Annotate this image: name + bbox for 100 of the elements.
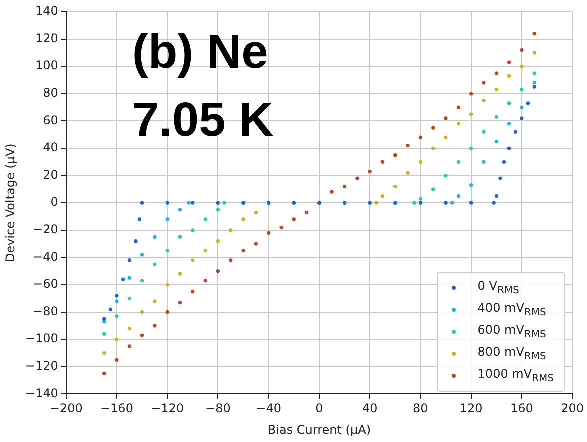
point — [444, 116, 448, 120]
point — [482, 81, 486, 85]
point — [242, 249, 246, 253]
point — [456, 194, 460, 198]
point — [178, 300, 182, 305]
point — [412, 201, 416, 205]
x-tick-label: 0 — [316, 402, 324, 416]
point — [507, 102, 512, 106]
y-tick-label: 60 — [43, 113, 58, 128]
x-tick-label: 40 — [362, 402, 378, 416]
point — [128, 276, 132, 280]
x-axis-title: Bias Current (μA) — [268, 422, 371, 437]
point — [507, 146, 512, 150]
point — [456, 106, 460, 110]
point — [507, 60, 512, 64]
x-tick-label: −200 — [50, 402, 83, 416]
point — [356, 176, 360, 180]
point — [394, 184, 398, 189]
point — [444, 174, 448, 178]
point — [140, 253, 144, 257]
point — [470, 201, 474, 205]
point — [498, 176, 502, 180]
point — [432, 188, 436, 192]
point — [102, 351, 106, 356]
legend-label: 400 mV$_{RMS}$ — [478, 301, 546, 319]
point — [532, 32, 536, 36]
y-tick-label: 40 — [43, 140, 58, 155]
point — [216, 240, 220, 244]
point — [520, 48, 524, 52]
point — [514, 130, 518, 134]
point — [492, 201, 496, 205]
point — [254, 242, 258, 246]
point — [470, 112, 474, 116]
point — [216, 208, 220, 212]
point — [128, 258, 132, 262]
point — [532, 51, 536, 55]
legend-label: 800 mV$_{RMS}$ — [478, 345, 546, 363]
point — [470, 146, 474, 150]
y-tick-label: −20 — [33, 222, 58, 237]
point — [418, 197, 422, 201]
point — [494, 72, 498, 76]
point — [482, 160, 486, 164]
y-tick-label: −140 — [25, 386, 58, 400]
annotation: (b) Ne — [132, 26, 268, 79]
y-tick-label: 0 — [50, 195, 58, 210]
point — [128, 344, 132, 348]
x-tick-label: −40 — [256, 402, 282, 416]
point — [456, 160, 460, 164]
x-tick-label: 160 — [510, 402, 534, 416]
point — [166, 310, 170, 314]
legend-label: 600 mV$_{RMS}$ — [478, 323, 546, 341]
point — [305, 210, 309, 214]
point — [153, 262, 157, 266]
point — [178, 235, 182, 240]
point — [204, 249, 208, 253]
point — [418, 136, 422, 140]
point — [115, 300, 119, 304]
point — [432, 146, 436, 150]
y-tick-label: 140 — [35, 4, 58, 18]
point — [456, 122, 460, 126]
point — [330, 190, 334, 194]
point — [520, 106, 524, 110]
point — [494, 140, 498, 144]
y-tick-label: 20 — [43, 168, 58, 182]
point — [191, 201, 195, 205]
point — [418, 160, 422, 164]
x-tick-label: 120 — [460, 402, 483, 416]
point — [532, 85, 536, 89]
point — [102, 372, 106, 376]
point — [115, 294, 119, 298]
point — [520, 64, 524, 68]
legend-label: 0 V$_{RMS}$ — [478, 279, 520, 297]
y-tick-label: −80 — [33, 304, 58, 318]
point — [406, 144, 410, 148]
point — [115, 314, 119, 318]
point — [153, 324, 157, 328]
point — [115, 358, 119, 362]
point — [502, 160, 506, 164]
point — [166, 249, 170, 253]
point — [187, 201, 191, 205]
point — [134, 240, 138, 244]
annotation: 7.05 K — [132, 94, 274, 147]
point — [115, 338, 119, 342]
point — [191, 290, 195, 294]
point — [494, 115, 498, 119]
point — [229, 228, 233, 232]
y-axis-title: Device Voltage (μV) — [3, 144, 18, 263]
point — [520, 88, 524, 92]
point — [140, 279, 144, 283]
x-tick-label: 200 — [561, 402, 584, 416]
point — [380, 194, 385, 198]
point — [102, 332, 106, 336]
point — [128, 326, 132, 330]
point — [166, 283, 170, 287]
point — [254, 210, 258, 214]
point — [280, 226, 284, 230]
point — [191, 258, 195, 262]
point — [216, 270, 220, 274]
point — [166, 218, 170, 222]
point — [128, 296, 132, 300]
